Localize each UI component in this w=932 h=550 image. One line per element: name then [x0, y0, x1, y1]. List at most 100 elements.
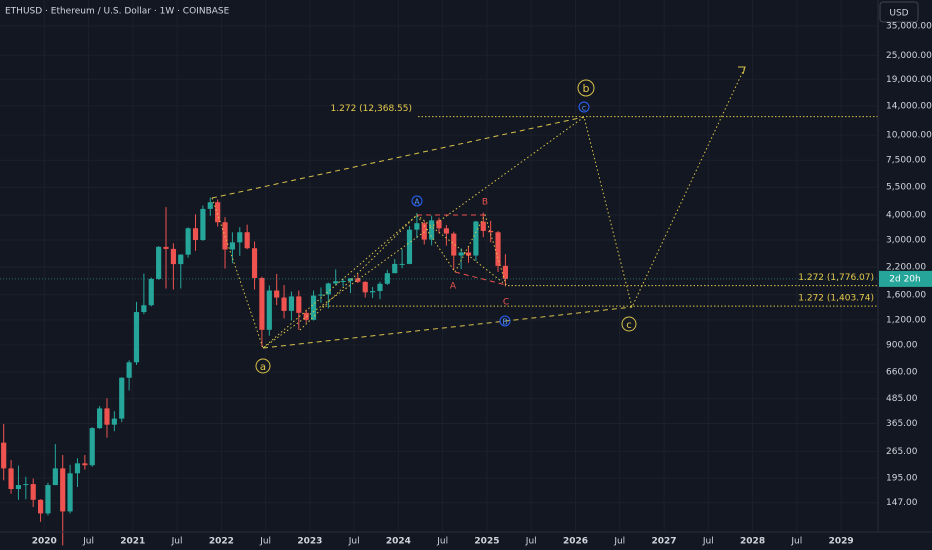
candle-body: [362, 281, 368, 293]
candle-body: [37, 499, 44, 514]
wave-path: [262, 213, 507, 349]
countdown: 2d 20h: [889, 274, 920, 284]
candle-body: [355, 278, 361, 282]
channel-line: [262, 306, 633, 349]
candle-body: [414, 223, 420, 230]
y-tick-label: 1,200.00: [886, 315, 926, 325]
x-tick-label: 2029: [829, 537, 854, 547]
candle-body: [465, 252, 472, 256]
y-tick-label: 2,200.00: [886, 263, 926, 273]
candle-body: [347, 278, 354, 281]
candle-body: [392, 263, 398, 274]
candle-body: [429, 220, 435, 240]
candle-body: [488, 230, 494, 233]
candle-body: [259, 277, 265, 330]
wave-label: b: [583, 82, 590, 95]
candle-body: [473, 221, 479, 256]
y-tick-label: 1,600.00: [886, 290, 926, 300]
candle-body: [185, 228, 191, 255]
candle-body: [480, 221, 486, 231]
arrow-head: [738, 66, 746, 75]
y-tick-label: 5,500.00: [886, 183, 926, 193]
grid: [0, 0, 878, 532]
candle-body: [133, 312, 140, 363]
candle-body: [377, 283, 383, 292]
candle-body: [436, 220, 442, 229]
candle-body: [148, 278, 154, 306]
candle-body: [495, 232, 501, 266]
wave-circle: [499, 315, 511, 327]
x-tick-label: Jul: [171, 537, 183, 547]
y-tick-label: 10,000.00: [886, 131, 932, 141]
candle-body: [340, 280, 346, 282]
candle-body: [451, 233, 457, 256]
candle-body: [318, 294, 324, 296]
candle-body: [156, 246, 162, 279]
x-tick-label: Jul: [259, 537, 271, 547]
wave-circle: [411, 195, 423, 207]
candle-body: [200, 208, 206, 241]
candle-body: [126, 362, 132, 378]
candle-body: [370, 291, 376, 293]
candle-body: [23, 484, 29, 486]
x-tick-label: Jul: [436, 537, 448, 547]
candle-body: [1, 442, 7, 469]
wave-label: c: [582, 104, 586, 113]
candle-body: [333, 281, 339, 284]
candle-body: [60, 468, 66, 512]
candle-body: [274, 290, 280, 298]
candle-body: [458, 252, 464, 256]
wave-circle: [577, 79, 595, 97]
fib-label: 1.272 (12,368.55): [331, 104, 412, 114]
candle-body: [119, 377, 125, 419]
candle-body: [163, 246, 169, 249]
x-tick-label: 2021: [120, 537, 145, 547]
candle-body: [170, 248, 176, 265]
candle-body: [244, 232, 250, 249]
wave-label: A: [450, 282, 457, 292]
candle-body: [67, 473, 73, 512]
x-tick-label: 2022: [209, 537, 234, 547]
currency-button[interactable]: [879, 1, 919, 23]
y-tick-label: 365.00: [886, 419, 918, 429]
wave-label: C: [503, 298, 509, 308]
wave-label: A: [414, 198, 420, 207]
y-tick-label: 35,000.00: [886, 22, 932, 32]
x-tick-label: Jul: [613, 537, 625, 547]
candle-body: [74, 463, 81, 474]
x-tick-label: 2020: [32, 537, 57, 547]
candle-body: [52, 468, 58, 486]
fib-label: 1.272 (1,403.74): [798, 294, 874, 304]
candles: [0, 197, 878, 546]
y-tick-label: 25,000.00: [886, 51, 932, 61]
y-tick-label: 485.00: [886, 394, 918, 404]
candle-body: [111, 418, 117, 425]
candle-body: [82, 463, 88, 466]
y-tick-label: 265.00: [886, 447, 918, 457]
candle-body: [399, 263, 405, 265]
candle-body: [310, 295, 317, 320]
x-tick-label: Jul: [82, 537, 94, 547]
y-tick-label: 660.00: [886, 367, 918, 377]
x-tick-label: Jul: [790, 537, 802, 547]
y-tick-label: 4,000.00: [886, 210, 926, 220]
candle-body: [237, 232, 243, 243]
candle-body: [178, 254, 184, 265]
candle-body: [89, 428, 95, 466]
x-tick-label: 2025: [474, 537, 499, 547]
candle-body: [443, 228, 449, 234]
channel-line: [211, 116, 585, 199]
y-tick-label: 3,000.00: [886, 236, 926, 246]
candle-body: [15, 485, 22, 490]
candle-body: [97, 408, 103, 429]
y-tick-label: 147.00: [886, 498, 918, 508]
candle-body: [207, 202, 213, 209]
currency-label[interactable]: USD: [889, 9, 908, 19]
wave-circle: [255, 358, 271, 374]
candle-body: [303, 312, 309, 320]
y-tick-label: 900.00: [886, 340, 918, 350]
candle-body: [296, 296, 302, 313]
candle-body: [251, 248, 258, 278]
wave-label: B: [502, 318, 508, 327]
